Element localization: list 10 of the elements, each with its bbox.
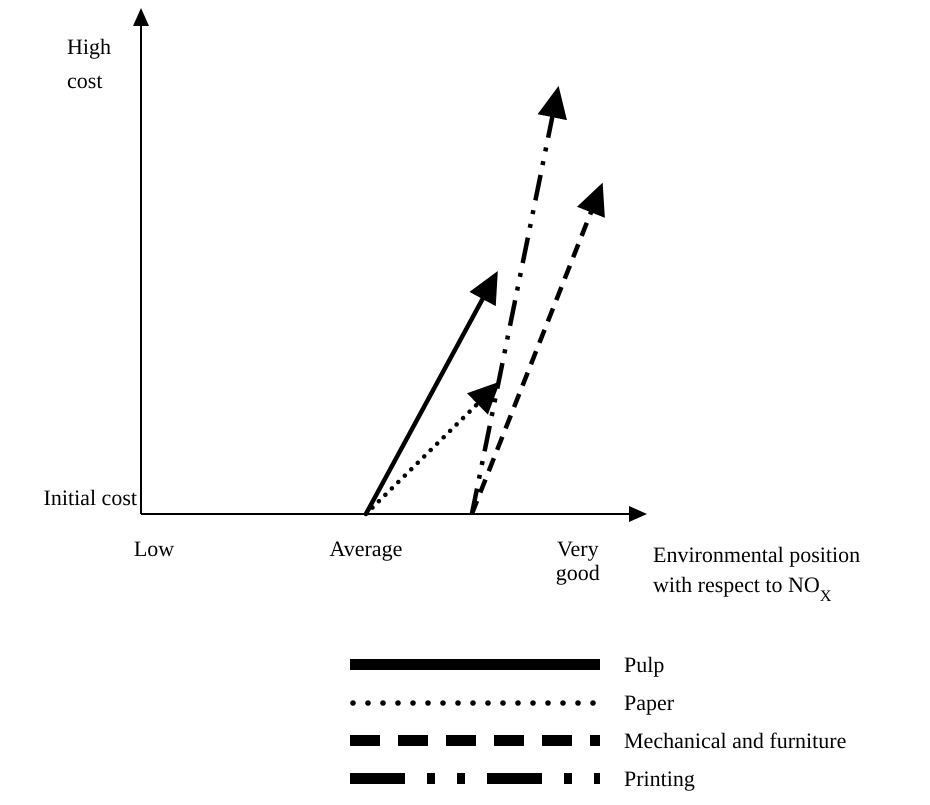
legend-label: Paper [624, 690, 674, 716]
legend-label: Pulp [624, 652, 664, 678]
x-tick-label: Average [329, 536, 402, 561]
legend-label: Mechanical and furniture [624, 728, 846, 754]
legend-label: Printing [624, 766, 695, 792]
x-tick-label: Very good [556, 536, 600, 585]
text: Environmental position with respect to NO$_{X}$ [653, 542, 860, 604]
y-axis-title: High cost [67, 33, 111, 95]
x-tick-label: Low [134, 536, 174, 561]
text: Initial cost [44, 485, 137, 511]
